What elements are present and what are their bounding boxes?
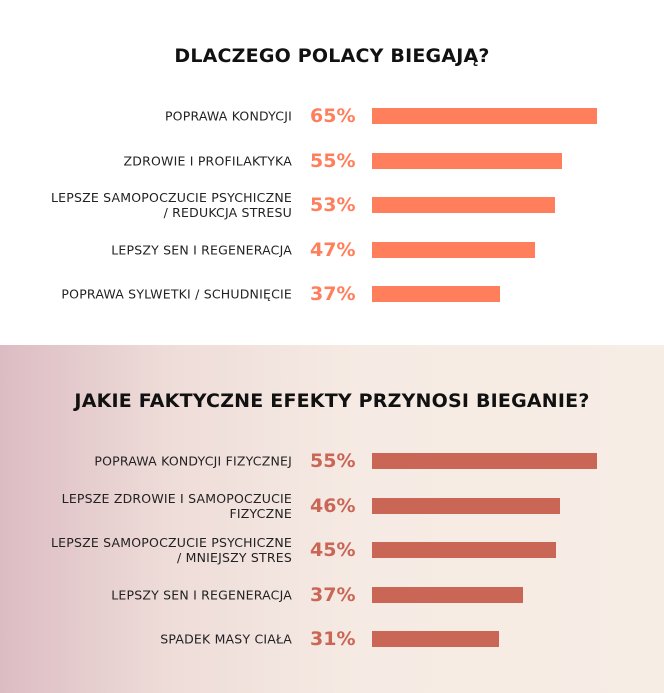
bar (372, 241, 535, 258)
category-label: LEPSZE ZDROWIE I SAMOPOCZUCIE FIZYCZNE (61, 490, 292, 521)
chart-row: SPADEK MASY CIAŁA 31% (0, 617, 664, 661)
bar (372, 108, 597, 124)
value-label: 55% (310, 450, 356, 472)
category-label: LEPSZE SAMOPOCZUCIE PSYCHICZNE / MNIEJSZY… (51, 535, 292, 565)
bar (372, 152, 563, 169)
category-label: LEPSZY SEN I REGENERACJA (111, 242, 292, 257)
value-label: 37% (310, 283, 356, 305)
chart-panel-effects: JAKIE FAKTYCZNE EFEKTY PRZYNOSI BIEGANIE… (0, 345, 664, 693)
value-label: 53% (310, 194, 356, 216)
category-label: ZDROWIE I PROFILAKTYKA (123, 153, 292, 168)
chart-row: LEPSZY SEN I REGENERACJA 37% (0, 573, 664, 617)
category-label: SPADEK MASY CIAŁA (160, 631, 292, 647)
category-label: LEPSZY SEN I REGENERACJA (111, 587, 292, 602)
chart-title: DLACZEGO POLACY BIEGAJĄ? (174, 45, 490, 67)
chart-row: POPRAWA SYLWETKI / SCHUDNIĘCIE 37% (0, 272, 664, 316)
value-label: 47% (310, 238, 356, 261)
value-label: 45% (310, 539, 356, 561)
category-label: LEPSZE SAMOPOCZUCIE PSYCHICZNE / REDUKCJA… (51, 190, 292, 220)
bar (372, 586, 524, 603)
category-label: POPRAWA SYLWETKI / SCHUDNIĘCIE (61, 286, 292, 302)
bar (372, 631, 499, 647)
bar (372, 286, 501, 302)
chart-row: LEPSZE ZDROWIE I SAMOPOCZUCIE FIZYCZNE 46% (0, 484, 664, 528)
chart-row: POPRAWA KONDYCJI 65% (0, 94, 664, 138)
chart-panel-reasons: DLACZEGO POLACY BIEGAJĄ? POPRAWA KONDYCJ… (0, 0, 664, 345)
chart-title: JAKIE FAKTYCZNE EFEKTY PRZYNOSI BIEGANIE… (74, 390, 590, 412)
value-label: 46% (310, 494, 356, 517)
chart-row: LEPSZE SAMOPOCZUCIE PSYCHICZNE / REDUKCJA… (0, 183, 664, 227)
value-label: 31% (310, 628, 356, 650)
bar (372, 453, 597, 469)
bar (372, 542, 557, 558)
chart-row: LEPSZY SEN I REGENERACJA 47% (0, 228, 664, 272)
chart-row: POPRAWA KONDYCJI FIZYCZNEJ 55% (0, 439, 664, 483)
value-label: 37% (310, 583, 356, 606)
value-label: 55% (310, 149, 356, 172)
category-label: POPRAWA KONDYCJI (164, 108, 292, 124)
category-label: POPRAWA KONDYCJI FIZYCZNEJ (94, 453, 292, 469)
bar (372, 497, 561, 514)
value-label: 65% (310, 105, 356, 127)
chart-row: ZDROWIE I PROFILAKTYKA 55% (0, 139, 664, 183)
chart-row: LEPSZE SAMOPOCZUCIE PSYCHICZNE / MNIEJSZY… (0, 528, 664, 572)
bar (372, 197, 556, 213)
